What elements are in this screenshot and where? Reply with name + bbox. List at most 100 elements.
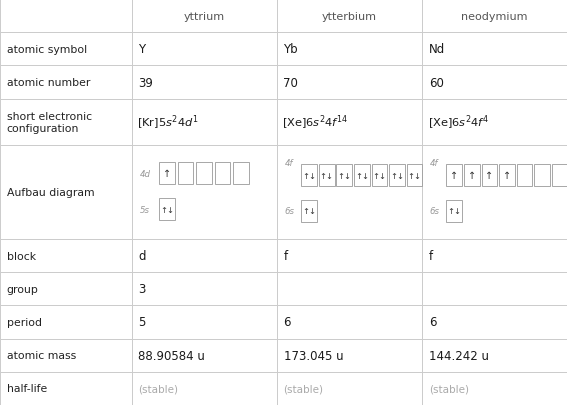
Text: 60: 60 xyxy=(429,76,443,89)
Text: 5s: 5s xyxy=(139,205,150,214)
Bar xyxy=(277,33,422,66)
Bar xyxy=(301,200,317,222)
Text: ↑: ↑ xyxy=(503,171,511,181)
Text: ↑↓: ↑↓ xyxy=(320,171,334,180)
Bar xyxy=(319,165,335,187)
Bar xyxy=(422,306,567,339)
Bar xyxy=(0,239,132,273)
Text: ↑: ↑ xyxy=(163,169,171,179)
Bar xyxy=(422,372,567,405)
Text: atomic symbol: atomic symbol xyxy=(7,45,87,55)
Bar xyxy=(132,146,277,239)
Bar xyxy=(422,0,567,33)
Bar xyxy=(277,99,422,146)
Text: 173.045 u: 173.045 u xyxy=(284,349,343,362)
Bar xyxy=(371,165,387,187)
Bar xyxy=(277,273,422,306)
Bar xyxy=(0,273,132,306)
Text: $[\mathrm{Xe}]6s^{2}4f^{14}$: $[\mathrm{Xe}]6s^{2}4f^{14}$ xyxy=(282,113,349,132)
Bar xyxy=(132,99,277,146)
Bar xyxy=(422,146,567,239)
Text: group: group xyxy=(7,284,39,294)
Text: atomic mass: atomic mass xyxy=(7,350,76,360)
Bar xyxy=(0,306,132,339)
Text: ↑↓: ↑↓ xyxy=(408,171,421,180)
Bar xyxy=(422,339,567,372)
Text: block: block xyxy=(7,251,36,261)
Bar xyxy=(0,0,132,33)
Bar xyxy=(132,33,277,66)
Text: ↑↓: ↑↓ xyxy=(390,171,404,180)
Bar xyxy=(132,372,277,405)
Text: (stable): (stable) xyxy=(138,384,179,393)
Bar xyxy=(446,165,462,187)
Bar xyxy=(422,33,567,66)
Bar xyxy=(132,66,277,99)
Text: Nd: Nd xyxy=(429,43,445,56)
Text: ↑↓: ↑↓ xyxy=(355,171,369,180)
Bar xyxy=(0,339,132,372)
Bar xyxy=(277,339,422,372)
Bar xyxy=(277,0,422,33)
Text: 3: 3 xyxy=(138,283,146,296)
Text: f: f xyxy=(284,249,287,262)
Bar xyxy=(277,306,422,339)
Bar xyxy=(422,66,567,99)
Bar xyxy=(422,239,567,273)
Bar xyxy=(132,273,277,306)
Text: ytterbium: ytterbium xyxy=(321,12,377,21)
Bar xyxy=(0,372,132,405)
Bar xyxy=(132,306,277,339)
Text: ↑: ↑ xyxy=(450,171,458,181)
Bar xyxy=(446,200,462,222)
Bar xyxy=(159,163,175,185)
Bar xyxy=(233,163,249,185)
Text: $[\mathrm{Kr}]5s^{2}4d^{1}$: $[\mathrm{Kr}]5s^{2}4d^{1}$ xyxy=(137,113,199,132)
Text: 70: 70 xyxy=(284,76,298,89)
Bar xyxy=(132,0,277,33)
Text: (stable): (stable) xyxy=(429,384,469,393)
Text: neodymium: neodymium xyxy=(461,12,528,21)
Bar xyxy=(132,339,277,372)
Text: 144.242 u: 144.242 u xyxy=(429,349,489,362)
Text: f: f xyxy=(429,249,433,262)
Bar xyxy=(552,165,567,187)
Bar xyxy=(354,165,370,187)
Bar xyxy=(422,273,567,306)
Bar xyxy=(0,99,132,146)
Text: 39: 39 xyxy=(138,76,153,89)
Text: 4f: 4f xyxy=(430,158,438,167)
Text: 6: 6 xyxy=(429,316,436,329)
Text: 4f: 4f xyxy=(285,158,293,167)
Bar xyxy=(196,163,211,185)
Bar xyxy=(277,146,422,239)
Text: ↑↓: ↑↓ xyxy=(160,205,174,214)
Bar xyxy=(336,165,352,187)
Bar xyxy=(534,165,550,187)
Text: 88.90584 u: 88.90584 u xyxy=(138,349,205,362)
Text: ↑: ↑ xyxy=(468,171,476,181)
Bar xyxy=(277,372,422,405)
Bar xyxy=(0,33,132,66)
Bar xyxy=(159,198,175,220)
Bar xyxy=(407,165,422,187)
Text: 4d: 4d xyxy=(139,170,150,179)
Bar xyxy=(132,239,277,273)
Text: ↑↓: ↑↓ xyxy=(302,171,316,180)
Text: Aufbau diagram: Aufbau diagram xyxy=(7,188,95,198)
Bar xyxy=(0,146,132,239)
Text: 6s: 6s xyxy=(285,207,295,216)
Text: Y: Y xyxy=(138,43,146,56)
Bar xyxy=(177,163,193,185)
Bar xyxy=(464,165,480,187)
Bar xyxy=(277,239,422,273)
Text: yttrium: yttrium xyxy=(184,12,225,21)
Bar xyxy=(0,66,132,99)
Text: ↑↓: ↑↓ xyxy=(447,207,462,216)
Text: 6: 6 xyxy=(284,316,291,329)
Bar xyxy=(277,66,422,99)
Bar xyxy=(481,165,497,187)
Bar xyxy=(499,165,515,187)
Text: 6s: 6s xyxy=(430,207,440,216)
Text: ↑↓: ↑↓ xyxy=(302,207,316,216)
